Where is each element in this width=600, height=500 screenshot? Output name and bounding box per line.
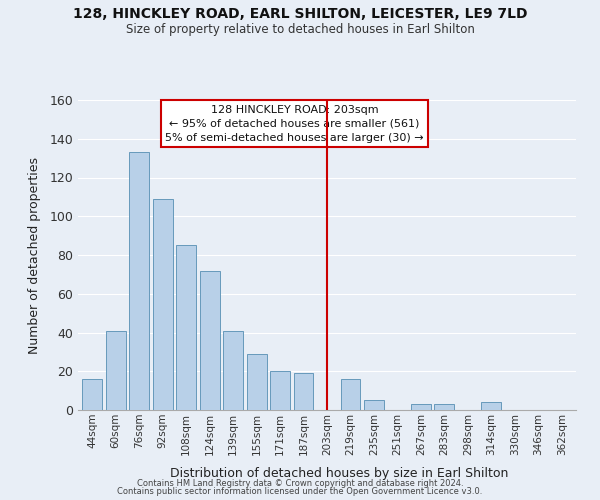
- Text: 128 HINCKLEY ROAD: 203sqm
← 95% of detached houses are smaller (561)
5% of semi-: 128 HINCKLEY ROAD: 203sqm ← 95% of detac…: [166, 104, 424, 142]
- Bar: [341, 379, 361, 410]
- Bar: [223, 330, 243, 410]
- Bar: [434, 404, 454, 410]
- Bar: [82, 379, 102, 410]
- Bar: [176, 246, 196, 410]
- Bar: [152, 199, 173, 410]
- Bar: [129, 152, 149, 410]
- Text: 128, HINCKLEY ROAD, EARL SHILTON, LEICESTER, LE9 7LD: 128, HINCKLEY ROAD, EARL SHILTON, LEICES…: [73, 8, 527, 22]
- Text: Distribution of detached houses by size in Earl Shilton: Distribution of detached houses by size …: [170, 467, 508, 480]
- Bar: [481, 402, 502, 410]
- Bar: [270, 371, 290, 410]
- Bar: [106, 330, 125, 410]
- Bar: [364, 400, 384, 410]
- Text: Contains HM Land Registry data © Crown copyright and database right 2024.: Contains HM Land Registry data © Crown c…: [137, 478, 463, 488]
- Y-axis label: Number of detached properties: Number of detached properties: [28, 156, 41, 354]
- Text: Size of property relative to detached houses in Earl Shilton: Size of property relative to detached ho…: [125, 22, 475, 36]
- Text: Contains public sector information licensed under the Open Government Licence v3: Contains public sector information licen…: [118, 487, 482, 496]
- Bar: [411, 404, 431, 410]
- Bar: [247, 354, 266, 410]
- Bar: [293, 373, 313, 410]
- Bar: [200, 270, 220, 410]
